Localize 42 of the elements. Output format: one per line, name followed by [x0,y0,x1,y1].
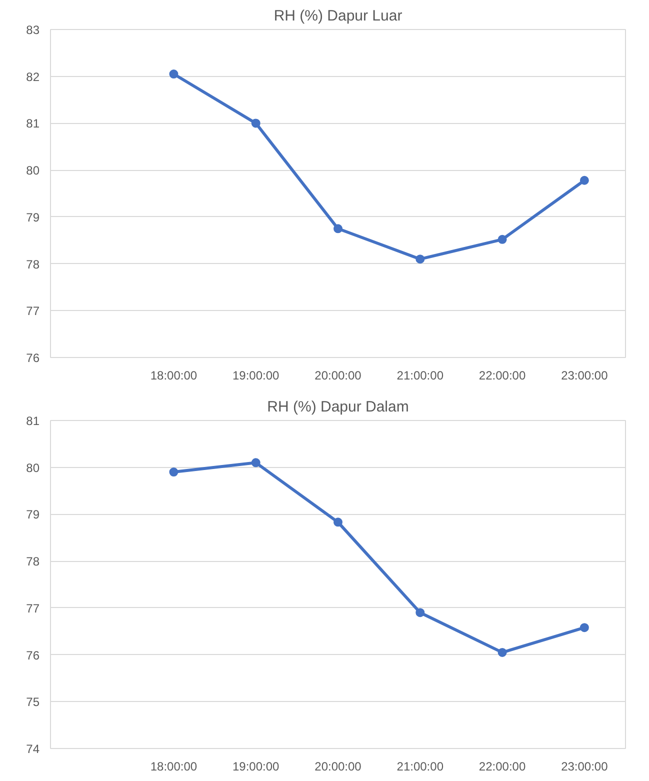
x-tick-label: 20:00:00 [314,760,362,774]
point [251,118,260,128]
x-tick-label: 19:00:00 [232,368,280,382]
y-tick-label: 76 [26,351,40,365]
x-tick-label: 22:00:00 [478,760,526,774]
y-tick-label: 80 [26,164,40,178]
y-tick-label: 82 [26,70,40,84]
point [251,458,260,468]
y-tick-label: 74 [26,742,40,756]
x-tick-label: 20:00:00 [314,368,362,382]
y-tick-label: 75 [26,695,40,710]
x-tick-label: 19:00:00 [232,760,280,774]
y-tick-label: 81 [26,116,40,131]
chart-title: RH (%) Dapur Dalam [267,398,409,416]
y-tick-label: 79 [26,508,40,522]
y-tick-label: 83 [26,23,40,37]
y-tick-label: 78 [26,257,40,272]
y-tick-label: 77 [26,304,40,318]
point [580,176,589,185]
chart-title: RH (%) Dapur Luar [274,8,402,24]
point [334,224,342,234]
x-tick-label: 23:00:00 [561,368,608,382]
point [416,608,425,618]
y-tick-label: 80 [26,460,40,475]
x-tick-label: 21:00:00 [396,368,444,382]
y-tick-label: 77 [26,601,40,616]
x-tick-label: 21:00:00 [396,760,444,774]
x-tick-label: 22:00:00 [478,368,526,382]
x-tick-label: 18:00:00 [150,368,198,382]
point [334,518,342,527]
x-tick-label: 23:00:00 [561,760,608,774]
x-tick-label: 18:00:00 [150,760,198,774]
point [169,70,178,79]
point [169,468,178,477]
point [416,254,425,264]
y-tick-label: 78 [26,554,40,569]
y-tick-label: 76 [26,648,40,662]
point [498,648,507,657]
y-tick-label: 81 [26,414,40,428]
point [580,623,589,632]
y-tick-label: 79 [26,210,40,224]
point [498,234,507,244]
